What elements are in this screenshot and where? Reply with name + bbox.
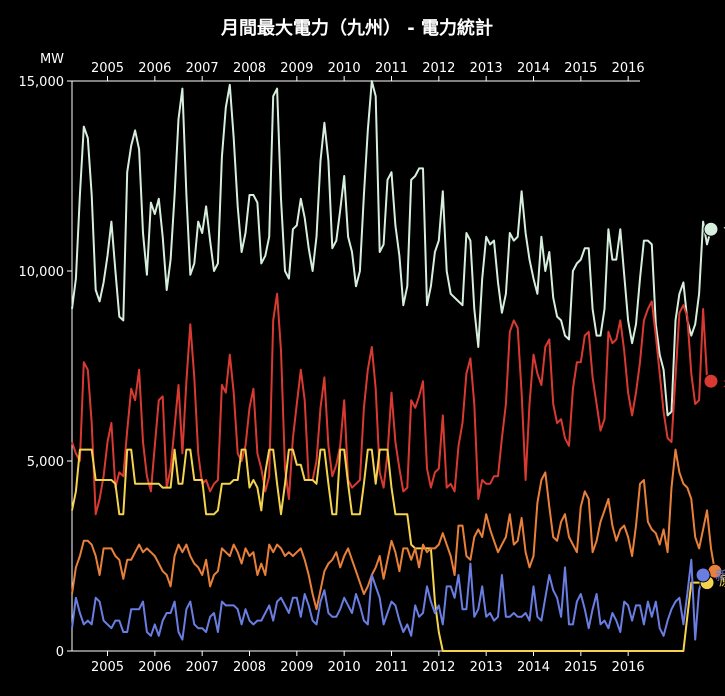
x-tick-label-bottom: 2007 [186,660,219,675]
series-line-0 [71,80,712,417]
x-tick-label-bottom: 2010 [328,660,361,675]
legend-marker-0 [703,221,719,237]
legend-label-4: 新エネ等 [715,568,725,584]
legend-label-2: 原子力 [719,575,725,590]
x-tick-label-bottom: 2016 [612,660,645,675]
y-axis-unit-label: MW [40,52,64,67]
chart-title: 月間最大電力（九州） - 電力統計 [220,17,493,39]
x-tick-label-bottom: 2011 [375,660,408,675]
x-axis-ticks-bottom: 2005 2006 2007 2008 2009 2010 2011 2012 2013 2014… [91,651,645,675]
x-tick-label-bottom: 2015 [564,660,597,675]
x-axis-ticks-top: 2005 2006 2007 2008 2009 2010 2011 2012 2013 2014… [91,61,645,81]
x-tick-label-top: 2014 [517,61,550,76]
x-tick-label-bottom: 2005 [91,660,124,675]
x-tick-label-top: 2011 [375,61,408,76]
series-line-2 [71,448,707,652]
y-tick-label: 0 [56,645,64,660]
x-tick-label-top: 2010 [328,61,361,76]
x-tick-label-top: 2007 [186,61,219,76]
series-line-3 [71,448,716,611]
x-tick-label-top: 2015 [564,61,597,76]
y-tick-label: 15,000 [19,75,65,90]
legend-marker-1 [703,373,719,389]
series-group [71,80,716,652]
legend-marker-4 [695,567,711,583]
x-tick-label-bottom: 2012 [422,660,455,675]
x-tick-label-top: 2008 [233,61,266,76]
axes [71,80,640,652]
x-tick-label-bottom: 2008 [233,660,266,675]
series-line-4 [71,558,705,641]
y-axis-ticks: 0 5,000 10,000 15,000 [19,75,72,660]
legend-label-0: 合計 [723,222,725,238]
x-tick-label-top: 2009 [280,61,313,76]
x-tick-label-top: 2006 [138,61,171,76]
x-tick-label-top: 2005 [91,61,124,76]
x-tick-label-top: 2012 [422,61,455,76]
x-tick-label-top: 2013 [470,61,503,76]
series-line-1 [71,292,712,516]
x-tick-label-bottom: 2009 [280,660,313,675]
x-tick-label-bottom: 2013 [470,660,503,675]
x-tick-label-bottom: 2006 [138,660,171,675]
y-tick-label: 10,000 [19,265,65,280]
legend-label-1: 火力 [723,375,725,390]
x-tick-label-top: 2016 [612,61,645,76]
x-tick-label-bottom: 2014 [517,660,550,675]
legend: 合計火力原子力水力新エネ等 [695,221,725,591]
y-tick-label: 5,000 [27,455,64,470]
